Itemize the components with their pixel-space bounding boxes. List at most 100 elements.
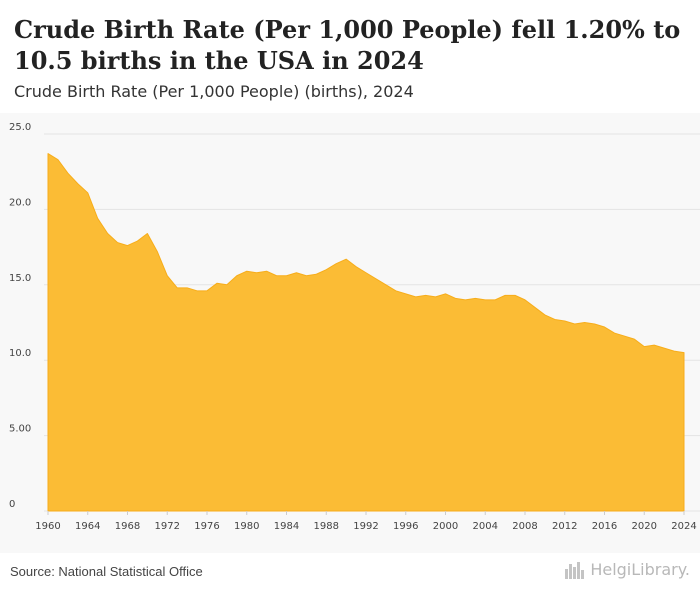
source-note: Source: National Statistical Office: [10, 564, 203, 579]
data-point[interactable]: [275, 274, 279, 278]
data-point[interactable]: [235, 274, 239, 278]
y-tick-label: 5.00: [9, 424, 31, 435]
data-point[interactable]: [622, 334, 626, 338]
data-point[interactable]: [642, 345, 646, 349]
x-tick-label: 1992: [353, 521, 378, 532]
data-point[interactable]: [682, 351, 686, 355]
data-point[interactable]: [165, 274, 169, 278]
data-point[interactable]: [404, 292, 408, 296]
area-fill: [47, 153, 685, 512]
data-point[interactable]: [304, 274, 308, 278]
y-tick-label: 20.0: [9, 197, 31, 208]
data-point[interactable]: [86, 191, 90, 195]
data-point[interactable]: [245, 269, 249, 273]
data-point[interactable]: [414, 295, 418, 299]
data-point[interactable]: [145, 232, 149, 236]
x-tick-label: 2012: [552, 521, 577, 532]
data-point[interactable]: [523, 298, 527, 302]
x-tick-label: 2008: [512, 521, 537, 532]
data-point[interactable]: [364, 271, 368, 275]
data-point[interactable]: [66, 171, 70, 175]
x-tick-label: 1980: [234, 521, 259, 532]
data-point[interactable]: [453, 296, 457, 300]
data-point[interactable]: [612, 331, 616, 335]
data-point[interactable]: [155, 250, 159, 254]
x-tick-label: 1972: [155, 521, 180, 532]
data-point[interactable]: [563, 319, 567, 323]
data-point[interactable]: [384, 283, 388, 287]
data-point[interactable]: [493, 298, 497, 302]
x-tick-label: 1960: [35, 521, 60, 532]
data-point[interactable]: [285, 274, 289, 278]
data-point[interactable]: [583, 321, 587, 325]
data-point[interactable]: [324, 268, 328, 272]
data-point[interactable]: [225, 283, 229, 287]
data-point[interactable]: [483, 298, 487, 302]
data-point[interactable]: [215, 281, 219, 285]
data-point[interactable]: [46, 152, 50, 156]
data-point[interactable]: [543, 313, 547, 317]
data-point[interactable]: [354, 265, 358, 269]
y-tick-label: 15.0: [9, 273, 31, 284]
data-point[interactable]: [126, 244, 130, 248]
data-point[interactable]: [255, 271, 259, 275]
data-point[interactable]: [344, 257, 348, 261]
data-point[interactable]: [56, 158, 60, 162]
x-tick-label: 2024: [671, 521, 696, 532]
data-point[interactable]: [374, 277, 378, 281]
data-point[interactable]: [553, 317, 557, 321]
data-point[interactable]: [533, 305, 537, 309]
data-point[interactable]: [205, 289, 209, 293]
data-point[interactable]: [434, 295, 438, 299]
chart-title: Crude Birth Rate (Per 1,000 People) fell…: [14, 15, 681, 75]
data-point[interactable]: [185, 286, 189, 290]
data-point[interactable]: [135, 239, 139, 243]
y-tick-label: 10.0: [9, 348, 31, 359]
data-point[interactable]: [573, 322, 577, 326]
data-point[interactable]: [116, 241, 120, 245]
x-tick-label: 2016: [592, 521, 617, 532]
x-tick-label: 2004: [473, 521, 498, 532]
chart-header: Crude Birth Rate (Per 1,000 People) fell…: [0, 0, 700, 113]
data-point[interactable]: [632, 337, 636, 341]
x-tick-label: 1968: [115, 521, 140, 532]
helgi-library-logo: HelgiLibrary.: [564, 560, 690, 579]
x-tick-label: 1988: [314, 521, 339, 532]
data-point[interactable]: [424, 293, 428, 297]
data-point[interactable]: [513, 293, 517, 297]
x-tick-label: 2000: [433, 521, 458, 532]
data-point[interactable]: [96, 216, 100, 220]
x-axis: 1960 1964 1968 1972 1976 1980 1984 1988 1992 1996…: [35, 511, 697, 532]
data-point[interactable]: [294, 271, 298, 275]
data-point[interactable]: [444, 292, 448, 296]
data-point[interactable]: [106, 232, 110, 236]
chart-subtitle: Crude Birth Rate (Per 1,000 People) (bir…: [14, 82, 414, 101]
data-point[interactable]: [603, 325, 607, 329]
data-point[interactable]: [314, 272, 318, 276]
data-point[interactable]: [652, 343, 656, 347]
data-point[interactable]: [76, 182, 80, 186]
data-point[interactable]: [662, 346, 666, 350]
y-tick-label: 0: [9, 499, 15, 510]
data-point[interactable]: [265, 269, 269, 273]
data-point[interactable]: [503, 293, 507, 297]
logo-text: HelgiLibrary.: [590, 560, 690, 579]
data-point[interactable]: [672, 349, 676, 353]
y-axis: 0 5.00 10.0 15.0 20.0 25.0: [9, 122, 31, 510]
city-skyline-icon: [565, 561, 585, 579]
data-point[interactable]: [175, 286, 179, 290]
x-tick-label: 1984: [274, 521, 299, 532]
area-series: [46, 152, 686, 512]
data-point[interactable]: [334, 262, 338, 266]
data-point[interactable]: [195, 289, 199, 293]
data-point[interactable]: [463, 298, 467, 302]
data-point[interactable]: [473, 296, 477, 300]
x-tick-label: 2020: [632, 521, 657, 532]
y-tick-label: 25.0: [9, 122, 31, 133]
data-point[interactable]: [394, 289, 398, 293]
x-tick-label: 1976: [194, 521, 219, 532]
x-tick-label: 1996: [393, 521, 418, 532]
x-tick-label: 1964: [75, 521, 100, 532]
data-point[interactable]: [593, 322, 597, 326]
